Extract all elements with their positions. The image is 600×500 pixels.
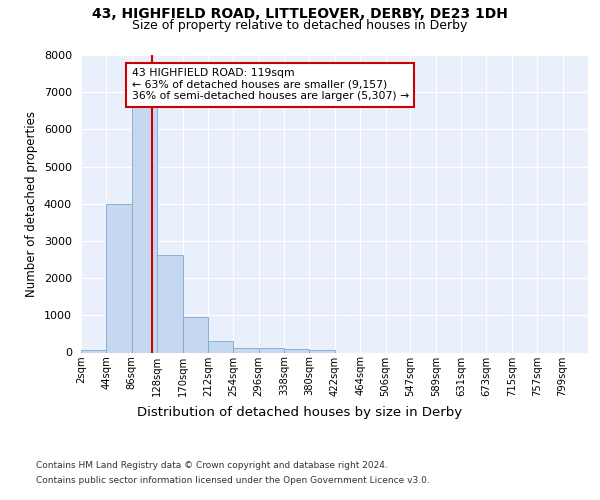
- Text: 43 HIGHFIELD ROAD: 119sqm
← 63% of detached houses are smaller (9,157)
36% of se: 43 HIGHFIELD ROAD: 119sqm ← 63% of detac…: [132, 68, 409, 101]
- Bar: [81, 350, 106, 352]
- Text: Distribution of detached houses by size in Derby: Distribution of detached houses by size …: [137, 406, 463, 419]
- Text: Contains HM Land Registry data © Crown copyright and database right 2024.: Contains HM Land Registry data © Crown c…: [36, 461, 388, 470]
- Bar: [106, 204, 132, 352]
- Bar: [310, 350, 335, 352]
- Bar: [182, 317, 208, 352]
- Text: 43, HIGHFIELD ROAD, LITTLEOVER, DERBY, DE23 1DH: 43, HIGHFIELD ROAD, LITTLEOVER, DERBY, D…: [92, 8, 508, 22]
- Bar: [132, 107, 157, 352]
- Text: Contains public sector information licensed under the Open Government Licence v3: Contains public sector information licen…: [36, 476, 430, 485]
- Y-axis label: Number of detached properties: Number of detached properties: [25, 111, 38, 296]
- Bar: [284, 349, 310, 352]
- Bar: [157, 255, 182, 352]
- Bar: [233, 348, 259, 352]
- Text: Size of property relative to detached houses in Derby: Size of property relative to detached ho…: [133, 18, 467, 32]
- Bar: [208, 341, 233, 352]
- Bar: [259, 348, 284, 352]
